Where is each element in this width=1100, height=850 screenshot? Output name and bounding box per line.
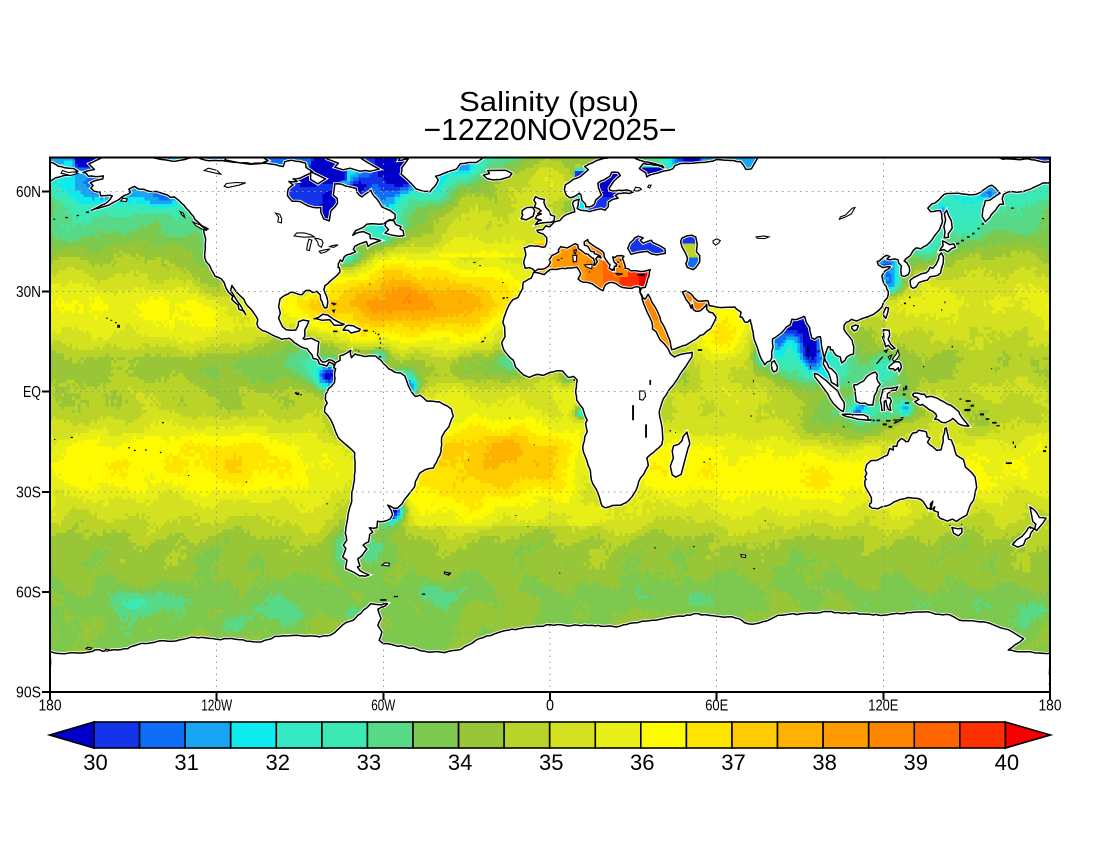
svg-text:34: 34 [448, 750, 472, 775]
svg-text:60W: 60W [371, 698, 396, 715]
svg-text:90S: 90S [16, 685, 41, 702]
svg-text:60E: 60E [705, 698, 728, 715]
svg-text:0: 0 [546, 698, 554, 715]
svg-text:30N: 30N [16, 284, 41, 301]
svg-text:30S: 30S [16, 484, 41, 501]
svg-text:60N: 60N [16, 184, 41, 201]
svg-text:33: 33 [357, 750, 381, 775]
svg-text:60S: 60S [16, 584, 41, 601]
svg-text:Salinity (psu): Salinity (psu) [459, 86, 639, 117]
svg-text:39: 39 [904, 750, 928, 775]
svg-text:120E: 120E [868, 698, 898, 715]
svg-text:32: 32 [266, 750, 290, 775]
svg-text:37: 37 [721, 750, 745, 775]
svg-text:36: 36 [630, 750, 654, 775]
svg-text:−12Z20NOV2025−: −12Z20NOV2025− [424, 113, 677, 147]
svg-text:180: 180 [39, 698, 62, 715]
svg-text:31: 31 [174, 750, 198, 775]
svg-text:30: 30 [83, 750, 107, 775]
svg-text:120W: 120W [201, 698, 233, 715]
svg-text:40: 40 [995, 750, 1019, 775]
svg-text:38: 38 [812, 750, 836, 775]
svg-text:180: 180 [1039, 698, 1062, 715]
svg-text:EQ: EQ [23, 384, 41, 401]
svg-text:35: 35 [539, 750, 563, 775]
